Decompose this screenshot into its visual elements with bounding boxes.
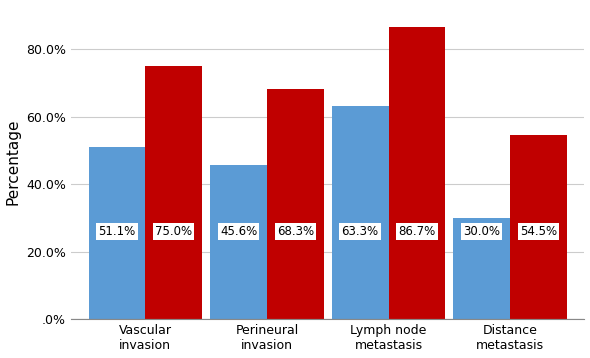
Text: 63.3%: 63.3% (342, 225, 379, 238)
Text: 51.1%: 51.1% (99, 225, 136, 238)
Bar (332, 106, 388, 319)
Bar (145, 66, 202, 319)
Text: 86.7%: 86.7% (398, 225, 435, 238)
Bar (510, 135, 567, 319)
Bar (453, 218, 510, 319)
Bar (210, 165, 267, 319)
Text: 30.0%: 30.0% (463, 225, 500, 238)
Text: 75.0%: 75.0% (155, 225, 192, 238)
Text: 45.6%: 45.6% (220, 225, 257, 238)
Bar (388, 27, 445, 319)
Bar (267, 89, 324, 319)
Bar (88, 147, 145, 319)
Text: 54.5%: 54.5% (520, 225, 557, 238)
Text: 68.3%: 68.3% (277, 225, 314, 238)
Y-axis label: Percentage: Percentage (5, 119, 21, 205)
